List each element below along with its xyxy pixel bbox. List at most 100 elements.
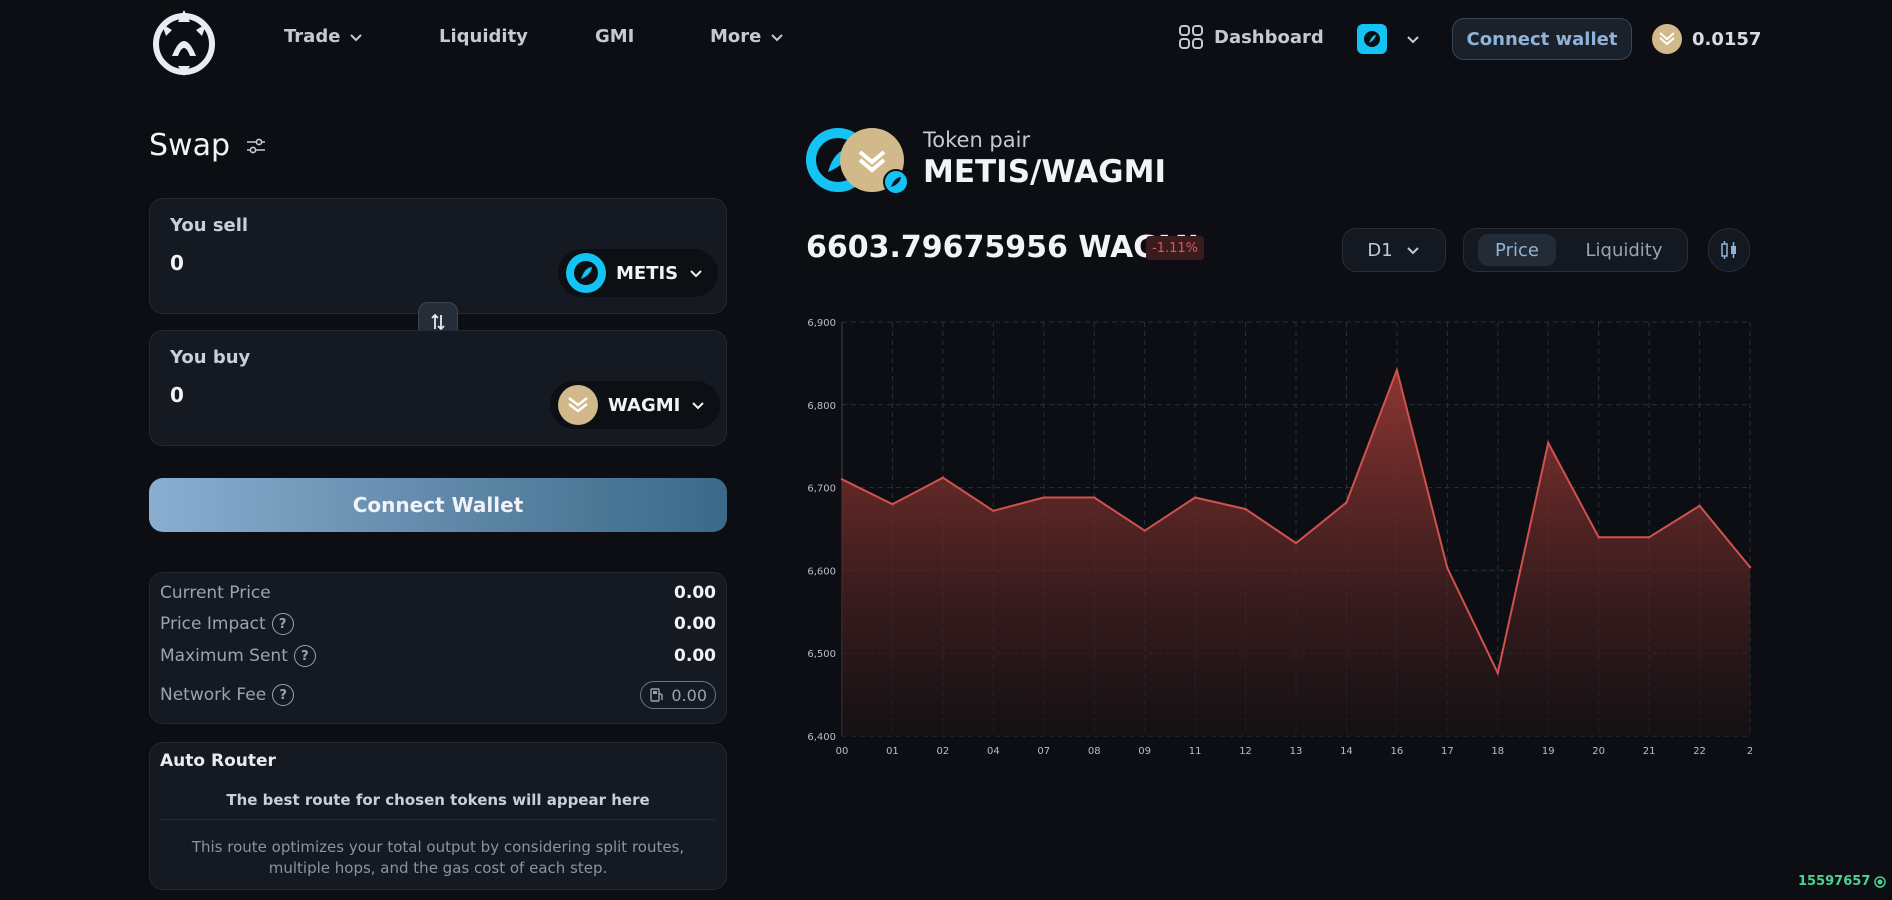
y-tick-label: 6,500 <box>807 649 836 660</box>
chart-point <box>941 476 945 479</box>
metis-token-icon <box>566 253 606 293</box>
network-fee-pill: 0.00 <box>640 681 716 709</box>
pair-token-icons <box>806 128 909 195</box>
chevron-down-icon <box>1407 36 1419 44</box>
auto-router-headline: The best route for chosen tokens will ap… <box>226 791 650 809</box>
x-tick-label: 13 <box>1290 746 1303 757</box>
x-tick-label: 16 <box>1391 746 1404 757</box>
divider <box>160 819 716 820</box>
nav-trade-label: Trade <box>284 26 341 47</box>
sell-amount-input[interactable]: 0 <box>170 251 184 275</box>
info-current-price: Current Price 0.00 <box>160 583 716 603</box>
chart-point <box>1093 496 1096 499</box>
chart-point <box>840 478 844 481</box>
help-icon[interactable]: ? <box>293 645 316 667</box>
swap-arrows-icon <box>431 313 445 331</box>
x-tick-label: 01 <box>886 746 899 757</box>
dashboard-link[interactable]: Dashboard <box>1178 24 1324 50</box>
x-tick-label: 19 <box>1542 746 1555 757</box>
x-tick-label: 04 <box>987 746 1000 757</box>
chart-point <box>992 509 995 512</box>
help-icon[interactable]: ? <box>272 684 295 706</box>
chart-point <box>1143 529 1146 532</box>
x-tick-label: 12 <box>1239 746 1252 757</box>
x-tick-label: 14 <box>1340 746 1353 757</box>
chart-point <box>1395 368 1399 372</box>
x-tick-label: 20 <box>1592 746 1605 757</box>
chevron-down-icon <box>692 402 705 410</box>
x-tick-label: 18 <box>1491 746 1504 757</box>
nav-liquidity[interactable]: Liquidity <box>439 26 528 47</box>
y-tick-label: 6,700 <box>807 484 836 495</box>
tab-price[interactable]: Price <box>1478 234 1556 266</box>
balance-value: 0.0157 <box>1692 28 1762 50</box>
chart-point <box>1748 565 1752 569</box>
sell-token-selector[interactable]: METIS <box>558 249 719 297</box>
interval-label: D1 <box>1367 239 1393 261</box>
chart-point <box>1193 496 1197 499</box>
pair-price: 6603.79675956 WAGMI <box>806 230 1199 265</box>
y-tick-label: 6,800 <box>807 401 836 412</box>
block-number-value: 15597657 <box>1798 874 1871 889</box>
nav-gmi[interactable]: GMI <box>595 26 634 47</box>
chart-point <box>1547 441 1550 445</box>
chevron-down-icon <box>350 33 363 41</box>
y-tick-label: 6,600 <box>807 566 836 577</box>
interval-selector[interactable]: D1 <box>1342 228 1446 272</box>
settings-sliders-icon[interactable] <box>244 134 268 158</box>
buy-box: You buy 0 WAGMI <box>149 330 727 446</box>
x-tick-label: 22 <box>1693 746 1706 757</box>
auto-router-description: This route optimizes your total output b… <box>191 838 685 877</box>
auto-router-title: Auto Router <box>160 751 276 771</box>
wagmi-coin-icon <box>1652 24 1682 54</box>
auto-router-panel: Auto Router The best route for chosen to… <box>149 742 727 890</box>
chart-point <box>1496 671 1499 675</box>
info-maximum-sent-value: 0.00 <box>674 646 716 666</box>
chart-area <box>842 370 1750 736</box>
app-logo[interactable] <box>148 6 220 78</box>
x-tick-label: 08 <box>1088 746 1101 757</box>
info-maximum-sent-label: Maximum Sent <box>160 646 288 666</box>
buy-token-symbol: WAGMI <box>608 394 681 416</box>
nav-more-label: More <box>710 26 762 47</box>
x-tick-label: 00 <box>836 746 849 757</box>
chevron-down-icon <box>771 33 784 41</box>
buy-amount-input[interactable]: 0 <box>170 383 184 407</box>
network-selector[interactable] <box>1357 24 1421 54</box>
chevron-down-icon <box>690 270 702 278</box>
nav-trade[interactable]: Trade <box>284 26 364 47</box>
chart-point <box>1042 496 1045 499</box>
price-change-badge: -1.11% <box>1146 236 1204 260</box>
chart-point <box>1698 504 1701 508</box>
connect-wallet-button[interactable]: Connect wallet <box>1452 18 1632 60</box>
buy-label: You buy <box>170 347 251 368</box>
metis-network-icon <box>1357 24 1387 54</box>
tab-liquidity[interactable]: Liquidity <box>1585 239 1663 261</box>
token-balance[interactable]: 0.0157 <box>1652 24 1761 54</box>
buy-token-selector[interactable]: WAGMI <box>550 381 721 429</box>
info-price-impact-value: 0.00 <box>674 614 716 634</box>
chart-point <box>891 502 894 506</box>
x-tick-label: 11 <box>1189 746 1202 757</box>
help-icon[interactable]: ? <box>271 613 294 635</box>
trade-info-panel: Current Price 0.00 Price Impact ? 0.00 M… <box>149 572 727 724</box>
dashboard-label: Dashboard <box>1214 26 1324 48</box>
info-network-fee: Network Fee ? 0.00 <box>160 681 716 709</box>
x-tick-label: 02 <box>937 746 950 757</box>
status-dot-icon <box>1874 875 1887 888</box>
sell-box: You sell 0 METIS <box>149 198 727 314</box>
chart-point <box>1244 507 1247 511</box>
network-fee-value: 0.00 <box>671 685 707 705</box>
x-tick-label: 07 <box>1037 746 1050 757</box>
x-tick-label: 2 <box>1747 746 1752 757</box>
grid-icon <box>1179 25 1203 49</box>
chart-point <box>1446 566 1449 570</box>
chart-type-button[interactable] <box>1708 228 1750 272</box>
connect-wallet-main-button[interactable]: Connect Wallet <box>149 478 727 532</box>
info-price-impact-label: Price Impact <box>160 614 266 634</box>
swap-title-text: Swap <box>149 128 231 163</box>
nav-more[interactable]: More <box>710 26 785 47</box>
gas-pump-icon <box>650 688 664 702</box>
candlestick-icon <box>1721 241 1736 259</box>
